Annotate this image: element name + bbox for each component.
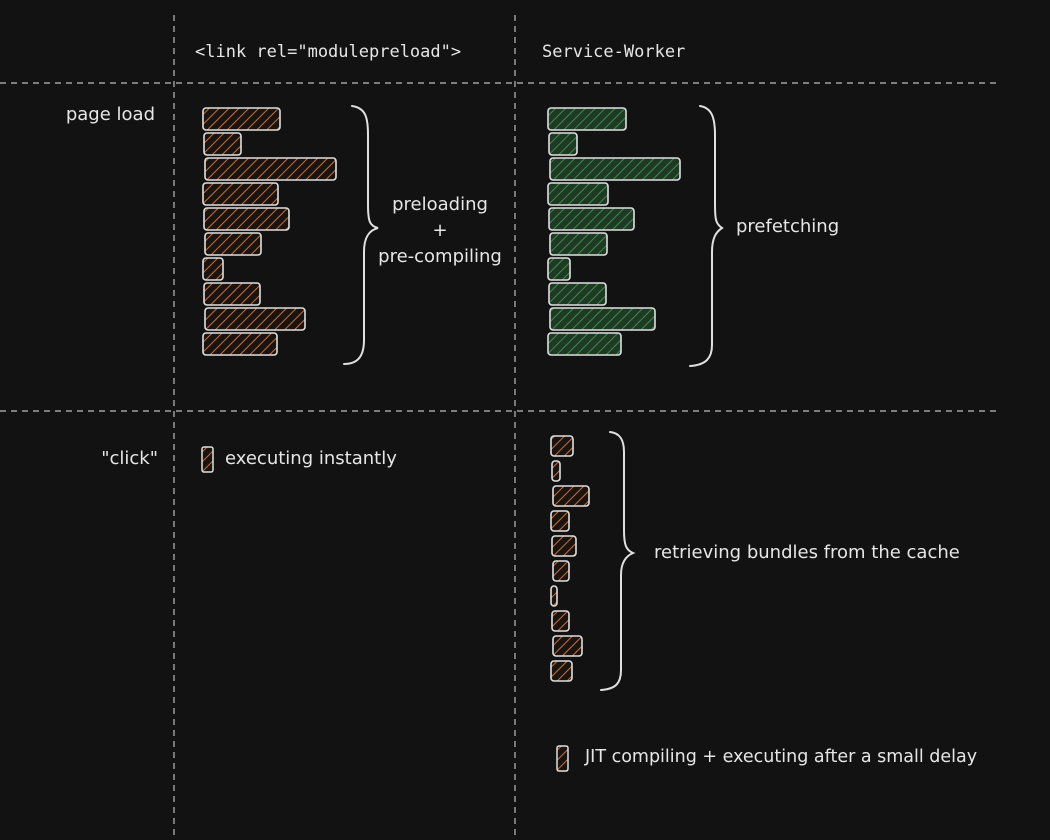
sw-page-load-bar bbox=[548, 207, 635, 231]
annotation-retrieving: retrieving bundles from the cache bbox=[654, 542, 960, 563]
sw-page-load-bar bbox=[547, 182, 609, 206]
preload-page-load-bar bbox=[203, 207, 290, 231]
sw-click-bar bbox=[552, 635, 583, 657]
sw-page-load-bar bbox=[549, 157, 681, 181]
annotation-prefetching: prefetching bbox=[736, 216, 840, 237]
legend-bar-executing-instantly bbox=[201, 446, 214, 473]
preload-page-load-bar bbox=[204, 232, 262, 256]
sw-click-bar bbox=[550, 510, 570, 532]
sw-click-bar bbox=[551, 460, 561, 482]
preload-page-load-bar bbox=[203, 132, 242, 156]
annotation-preloading-line: preloading bbox=[392, 194, 488, 215]
grid-dividers bbox=[0, 15, 1000, 840]
sw-page-load-bar bbox=[549, 232, 608, 256]
column-header-modulepreload: <link rel="modulepreload"> bbox=[195, 42, 462, 62]
sw-page-load-bar bbox=[547, 257, 571, 281]
preload-page-load-bar bbox=[204, 157, 337, 181]
row-label-page-load: page load bbox=[65, 104, 155, 125]
preload-page-load-bar bbox=[202, 107, 281, 131]
preload-page-load-bar bbox=[202, 257, 224, 281]
annotation-precompiling: pre-compiling bbox=[378, 246, 502, 267]
annotation-plus: + bbox=[432, 220, 448, 241]
preload-page-load-bar bbox=[203, 282, 261, 306]
sw-click-bar bbox=[550, 585, 558, 607]
sw-click-bar bbox=[552, 560, 570, 582]
sw-click-bar bbox=[552, 485, 590, 507]
sw-click-bar bbox=[551, 535, 577, 557]
preload-page-load-bar bbox=[204, 307, 306, 331]
row-label-click: "click" bbox=[101, 448, 158, 469]
sw-click-bar bbox=[550, 660, 573, 682]
braces bbox=[343, 105, 724, 691]
brace-prefetch bbox=[689, 105, 724, 367]
column-header-service-worker: Service-Worker bbox=[542, 42, 686, 62]
annotation-preloading: preloading + pre-compiling bbox=[378, 192, 502, 270]
annotation-executing-instantly: executing instantly bbox=[225, 448, 397, 469]
sw-page-load-bar bbox=[549, 307, 656, 331]
preload-page-load-bar bbox=[202, 182, 279, 206]
annotation-jit: JIT compiling + executing after a small … bbox=[585, 747, 978, 767]
sw-page-load-bar bbox=[548, 132, 578, 156]
legend-bar-jit bbox=[556, 745, 569, 772]
sw-page-load-bar bbox=[547, 107, 627, 131]
brace-preload bbox=[343, 105, 379, 365]
brace-retrieve bbox=[600, 431, 636, 691]
preload-page-load-bar bbox=[202, 332, 278, 356]
sw-click-bar bbox=[551, 610, 570, 632]
sw-click-bar bbox=[550, 435, 574, 457]
sw-page-load-bar bbox=[548, 282, 607, 306]
sw-page-load-bar bbox=[547, 332, 622, 356]
